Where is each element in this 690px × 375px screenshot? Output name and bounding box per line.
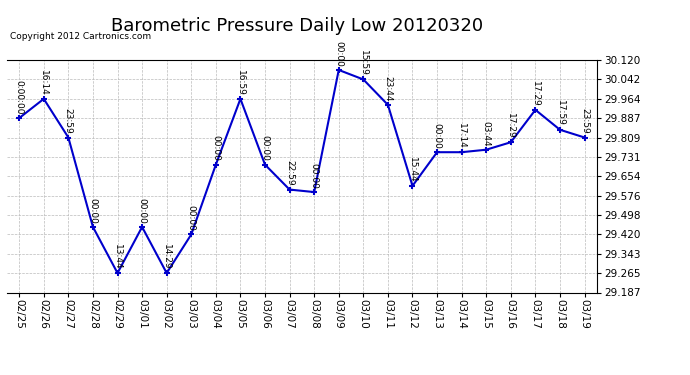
Text: 00:00: 00:00 — [211, 135, 220, 161]
Text: 14:29: 14:29 — [162, 244, 171, 270]
Text: 00:00: 00:00 — [334, 40, 343, 66]
Text: 15:59: 15:59 — [359, 50, 368, 76]
Text: 13:44: 13:44 — [113, 244, 122, 270]
Text: Barometric Pressure Daily Low 20120320: Barometric Pressure Daily Low 20120320 — [110, 17, 483, 35]
Text: 00:00: 00:00 — [310, 163, 319, 189]
Text: 03:44: 03:44 — [482, 121, 491, 146]
Text: 0:00:00: 0:00:00 — [14, 80, 23, 115]
Text: 00:00: 00:00 — [433, 123, 442, 149]
Text: 17:29: 17:29 — [506, 113, 515, 139]
Text: 00:00: 00:00 — [261, 135, 270, 161]
Text: 00:00: 00:00 — [88, 198, 97, 223]
Text: 16:59: 16:59 — [236, 69, 245, 95]
Text: 23:44: 23:44 — [384, 76, 393, 101]
Text: 00:00: 00:00 — [187, 205, 196, 231]
Text: 17:29: 17:29 — [531, 81, 540, 106]
Text: 22:59: 22:59 — [285, 160, 294, 186]
Text: 00:00: 00:00 — [137, 198, 146, 223]
Text: 15:44: 15:44 — [408, 157, 417, 182]
Text: 23:59: 23:59 — [64, 108, 73, 134]
Text: Copyright 2012 Cartronics.com: Copyright 2012 Cartronics.com — [10, 32, 152, 41]
Text: 17:59: 17:59 — [555, 100, 564, 126]
Text: 23:59: 23:59 — [580, 108, 589, 134]
Text: 16:14: 16:14 — [39, 70, 48, 95]
Text: 17:14: 17:14 — [457, 123, 466, 149]
